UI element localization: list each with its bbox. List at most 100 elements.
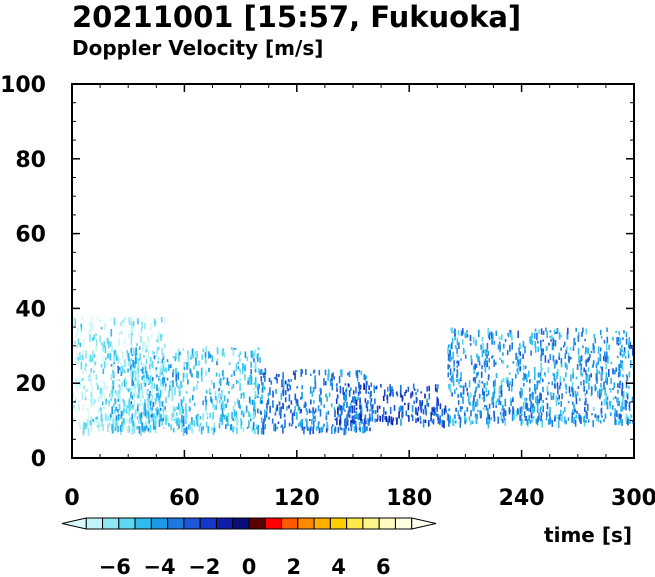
echo-cell: [486, 354, 488, 359]
echo-cell: [626, 392, 628, 397]
echo-cell: [150, 322, 152, 329]
echo-cell: [559, 382, 562, 386]
echo-cell: [142, 346, 144, 352]
echo-cell: [232, 349, 235, 357]
echo-cell: [112, 362, 115, 370]
echo-cell: [443, 408, 446, 415]
echo-cell: [439, 403, 442, 410]
echo-cell: [148, 403, 151, 406]
echo-cell: [436, 396, 438, 399]
echo-cell: [218, 388, 220, 392]
echo-cell: [579, 398, 581, 401]
echo-cell: [120, 428, 122, 436]
echo-cell: [437, 384, 439, 387]
echo-cell: [238, 368, 241, 372]
echo-cell: [310, 410, 312, 414]
echo-cell: [180, 426, 183, 432]
echo-cell: [561, 393, 563, 400]
echo-cell: [560, 363, 563, 368]
x-tick-label: 300: [611, 486, 655, 511]
echo-cell: [73, 317, 75, 324]
echo-cell: [100, 407, 102, 416]
echo-cell: [500, 385, 503, 392]
echo-cell: [79, 380, 82, 387]
echo-cell: [351, 405, 354, 414]
echo-cell: [77, 338, 80, 345]
echo-cell: [280, 406, 283, 409]
echo-cell: [159, 390, 162, 398]
echo-cell: [419, 420, 422, 424]
echo-cell: [79, 426, 82, 429]
echo-cell: [372, 404, 374, 409]
echo-cell: [131, 323, 134, 329]
echo-cell: [251, 426, 253, 433]
echo-cell: [119, 349, 122, 352]
echo-cell: [372, 410, 375, 414]
echo-cell: [587, 357, 590, 362]
echo-cell: [396, 393, 399, 397]
echo-cell: [601, 369, 603, 375]
echo-cell: [413, 400, 415, 405]
echo-cell: [89, 403, 92, 408]
echo-cell: [140, 412, 143, 418]
echo-cell: [512, 406, 514, 414]
echo-cell: [524, 346, 526, 354]
echo-cell: [343, 402, 345, 407]
echo-cell: [529, 379, 531, 384]
echo-cell: [603, 418, 605, 422]
echo-cell: [350, 420, 352, 427]
echo-cell: [623, 330, 625, 333]
echo-cell: [232, 405, 235, 411]
echo-cell: [307, 427, 310, 431]
echo-cell: [151, 417, 153, 422]
echo-cell: [464, 412, 466, 416]
echo-cell: [131, 378, 133, 387]
echo-cell: [571, 382, 574, 387]
echo-cell: [350, 387, 352, 391]
echo-cell: [526, 374, 528, 382]
echo-cell: [600, 408, 603, 413]
echo-cell: [501, 334, 503, 341]
echo-cell: [130, 358, 133, 361]
echo-cell: [503, 343, 505, 349]
echo-cell: [212, 411, 214, 418]
echo-cell: [149, 380, 152, 385]
echo-cell: [97, 397, 100, 403]
echo-cell: [88, 330, 90, 337]
echo-cell: [436, 399, 438, 405]
echo-cell: [147, 335, 149, 342]
echo-cell: [228, 362, 231, 365]
echo-cell: [345, 394, 347, 401]
echo-cell: [159, 407, 162, 411]
echo-cell: [252, 399, 254, 405]
echo-cell: [538, 412, 540, 416]
echo-cell: [487, 375, 490, 381]
echo-cell: [564, 353, 566, 359]
echo-cell: [448, 383, 450, 389]
echo-cell: [248, 411, 250, 417]
echo-cell: [233, 347, 235, 351]
echo-cell: [93, 354, 96, 358]
echo-cell: [97, 424, 99, 427]
echo-cell: [458, 378, 460, 385]
echo-cell: [242, 412, 245, 418]
echo-cell: [137, 394, 139, 399]
echo-cell: [90, 424, 92, 432]
echo-cell: [475, 363, 478, 368]
echo-cell: [422, 409, 425, 415]
echo-cell: [453, 367, 455, 372]
echo-cell: [273, 426, 275, 432]
echo-cell: [151, 350, 154, 355]
echo-cell: [99, 319, 101, 322]
echo-cell: [378, 405, 381, 409]
echo-cell: [542, 399, 544, 403]
echo-cell: [365, 385, 367, 394]
echo-cell: [175, 417, 177, 424]
echo-cell: [600, 385, 603, 389]
echo-cell: [333, 407, 336, 411]
echo-cell: [451, 342, 453, 350]
echo-cell: [487, 331, 490, 339]
echo-cell: [553, 373, 556, 380]
echo-cell: [493, 388, 496, 395]
echo-cell: [540, 345, 542, 351]
